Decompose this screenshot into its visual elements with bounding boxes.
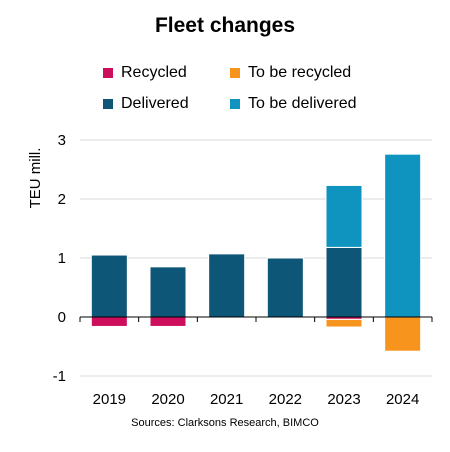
bar-delivered-2023: [325, 246, 363, 318]
legend-label-to-be-recycled: To be recycled: [248, 64, 352, 81]
legend-swatch-to-be-delivered: [230, 99, 240, 109]
x-tick-label: 2022: [269, 391, 302, 408]
bar-to-be-delivered-2023: [325, 184, 363, 248]
legend-label-delivered: Delivered: [121, 95, 189, 112]
x-tick-label: 2021: [210, 391, 243, 408]
y-axis-title: TEU mill.: [27, 148, 44, 209]
legend-item-to-be-recycled: To be recycled: [230, 64, 351, 82]
bar-recycled-2019: [90, 316, 128, 327]
legend-item-delivered: Delivered: [103, 95, 189, 113]
x-tick-label: 2020: [151, 391, 184, 408]
x-tick-label: 2024: [386, 391, 419, 408]
y-tick-label: 0: [58, 309, 66, 326]
legend-swatch-to-be-recycled: [230, 68, 240, 78]
source-note: Sources: Clarksons Research, BIMCO: [131, 417, 319, 429]
bar-recycled-2020: [149, 316, 187, 327]
bar-delivered-2020: [149, 266, 187, 318]
y-tick-label: 3: [58, 132, 66, 149]
x-tick-label: 2019: [93, 391, 126, 408]
legend-label-to-be-delivered: To be delivered: [248, 95, 357, 112]
legend-swatch-delivered: [103, 99, 113, 109]
legend-label-recycled: Recycled: [121, 64, 187, 81]
bar-to-be-recycled-2023: [325, 318, 363, 328]
y-tick-label: 2: [58, 191, 66, 208]
legend-item-to-be-delivered: To be delivered: [230, 95, 357, 113]
bar-delivered-2019: [90, 254, 128, 318]
legend-item-recycled: Recycled: [103, 64, 187, 82]
x-tick-label: 2023: [327, 391, 360, 408]
chart-title: Fleet changes: [154, 14, 296, 37]
y-tick-label: 1: [58, 250, 66, 267]
bar-delivered-2021: [208, 253, 246, 318]
y-tick-label: -1: [53, 368, 66, 385]
bar-to-be-recycled-2024: [384, 316, 422, 352]
legend-swatch-recycled: [103, 68, 113, 78]
bar-delivered-2022: [266, 257, 304, 318]
bar-to-be-delivered-2024: [384, 153, 422, 318]
